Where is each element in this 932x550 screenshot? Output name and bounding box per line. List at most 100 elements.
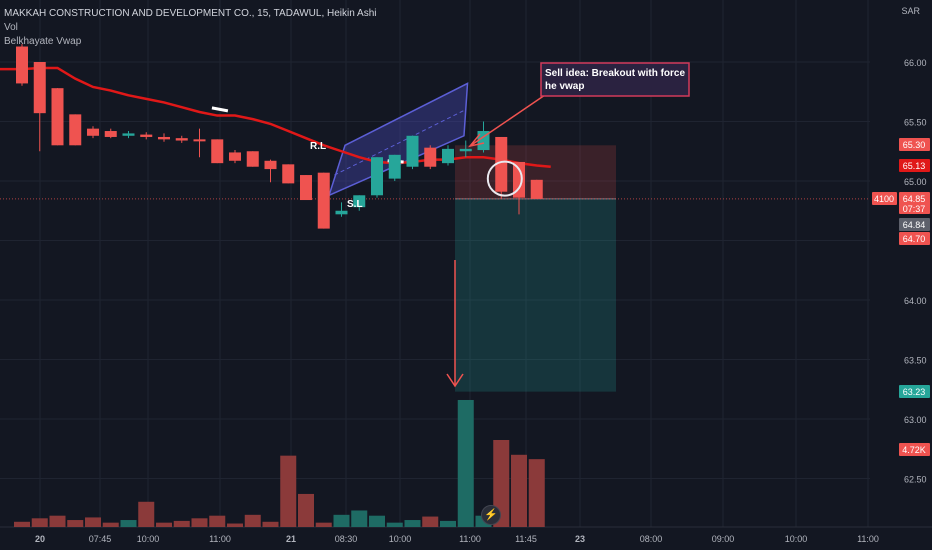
time-tick-label: 11:00 (459, 534, 481, 544)
volume-bar (138, 501, 155, 527)
callout-arrow-head (468, 133, 485, 148)
price-label-badge (899, 218, 930, 231)
volume-bar (244, 514, 261, 527)
candle (424, 147, 437, 167)
price-tick-label: 64.00 (904, 296, 927, 306)
price-label-value: 64.84 (903, 220, 926, 230)
channel-midline (334, 109, 466, 176)
candle (300, 175, 312, 201)
volume-bar (49, 515, 66, 527)
volume-bar (85, 517, 101, 527)
volume-bar (191, 518, 208, 527)
candle (371, 157, 383, 196)
candle (442, 148, 454, 164)
candle (33, 62, 46, 114)
candle (495, 136, 508, 192)
currency-label: SAR (901, 6, 920, 16)
volume-bar (173, 520, 190, 527)
time-tick-label: 09:00 (712, 534, 735, 544)
candle (264, 160, 277, 170)
volume-bar (120, 520, 137, 527)
time-tick-label: 10:00 (389, 534, 412, 544)
candle (353, 195, 366, 208)
price-label-value: 64.70 (903, 234, 926, 244)
annotation-text-line1: Sell idea: Breakout with force (545, 68, 685, 79)
time-tick-label: 11:00 (857, 534, 879, 544)
vwap-indicator-label[interactable]: Belkhayate Vwap (4, 36, 82, 47)
candle (87, 128, 99, 136)
volume-bar (369, 515, 385, 527)
target-arrow-head (446, 373, 464, 388)
volume-bar (298, 493, 314, 527)
candle (282, 164, 295, 184)
volume-bar (280, 455, 297, 527)
candle (69, 114, 82, 146)
candle (335, 210, 348, 215)
candle (459, 148, 472, 152)
candle (193, 139, 206, 142)
time-tick-label: 10:00 (137, 534, 160, 544)
volume-bar (156, 522, 172, 527)
time-tick-label: 11:45 (515, 534, 537, 544)
time-tick-label: 07:45 (89, 534, 112, 544)
volume-bar (404, 520, 421, 527)
time-tick-label: 08:00 (640, 534, 663, 544)
candle (477, 131, 490, 151)
volume-bar (227, 523, 243, 527)
breakout-circle (486, 160, 523, 197)
candle (530, 179, 543, 199)
candle (140, 134, 153, 137)
resistance-label: R.L (310, 141, 326, 152)
chart-title: MAKKAH CONSTRUCTION AND DEVELOPMENT CO.,… (4, 8, 377, 19)
countdown-label: 07:37 (903, 204, 926, 214)
price-tick-label: 65.00 (904, 177, 927, 187)
volume-bar (422, 516, 439, 527)
volume-value-badge (872, 192, 897, 205)
volume-bar (262, 521, 279, 527)
volume-value-label: 4100 (874, 194, 894, 204)
volume-bar (315, 522, 332, 527)
price-tick-label: 65.50 (904, 118, 927, 128)
candle (229, 152, 241, 161)
short-position-profit-zone (455, 198, 616, 392)
annotation-box (540, 62, 690, 97)
support-label: S.L (347, 199, 363, 210)
volume-bar (351, 510, 368, 527)
price-label-value: 63.23 (903, 387, 926, 397)
price-tick-label: 62.50 (904, 475, 927, 485)
volume-bar (528, 459, 545, 527)
candle (246, 151, 259, 167)
time-tick-label: 23 (575, 534, 585, 544)
price-label-badge (899, 385, 930, 398)
candle (104, 131, 117, 137)
annotation-text-line2: he vwap (545, 81, 584, 92)
volume-bar (493, 440, 510, 527)
candle (317, 172, 330, 229)
volume-bar (67, 520, 84, 527)
price-label-value: 65.13 (903, 161, 926, 171)
volume-bar (209, 515, 226, 527)
time-tick-label: 08:30 (335, 534, 358, 544)
candle (406, 135, 419, 167)
price-tick-label: 63.00 (904, 415, 927, 425)
price-label-value: 4.72K (902, 445, 926, 455)
time-tick-label: 10:00 (785, 534, 808, 544)
candle (51, 88, 64, 146)
price-label-value: 64.85 (903, 194, 926, 204)
volume-bar (31, 518, 48, 527)
lightning-icon[interactable]: ⚡ (481, 505, 501, 525)
candle (175, 138, 188, 141)
volume-bar (440, 520, 456, 527)
vwap-line (0, 66, 551, 168)
price-axis (870, 0, 932, 550)
price-tick-label: 66.00 (904, 58, 927, 68)
candle (122, 133, 135, 136)
rising-channel (327, 82, 469, 197)
volume-bar (14, 521, 30, 527)
candle (16, 46, 28, 84)
time-tick-label: 11:00 (209, 534, 231, 544)
volume-indicator-label[interactable]: Vol (4, 22, 18, 33)
price-label-badge (899, 443, 930, 456)
price-label-badge (899, 192, 930, 214)
